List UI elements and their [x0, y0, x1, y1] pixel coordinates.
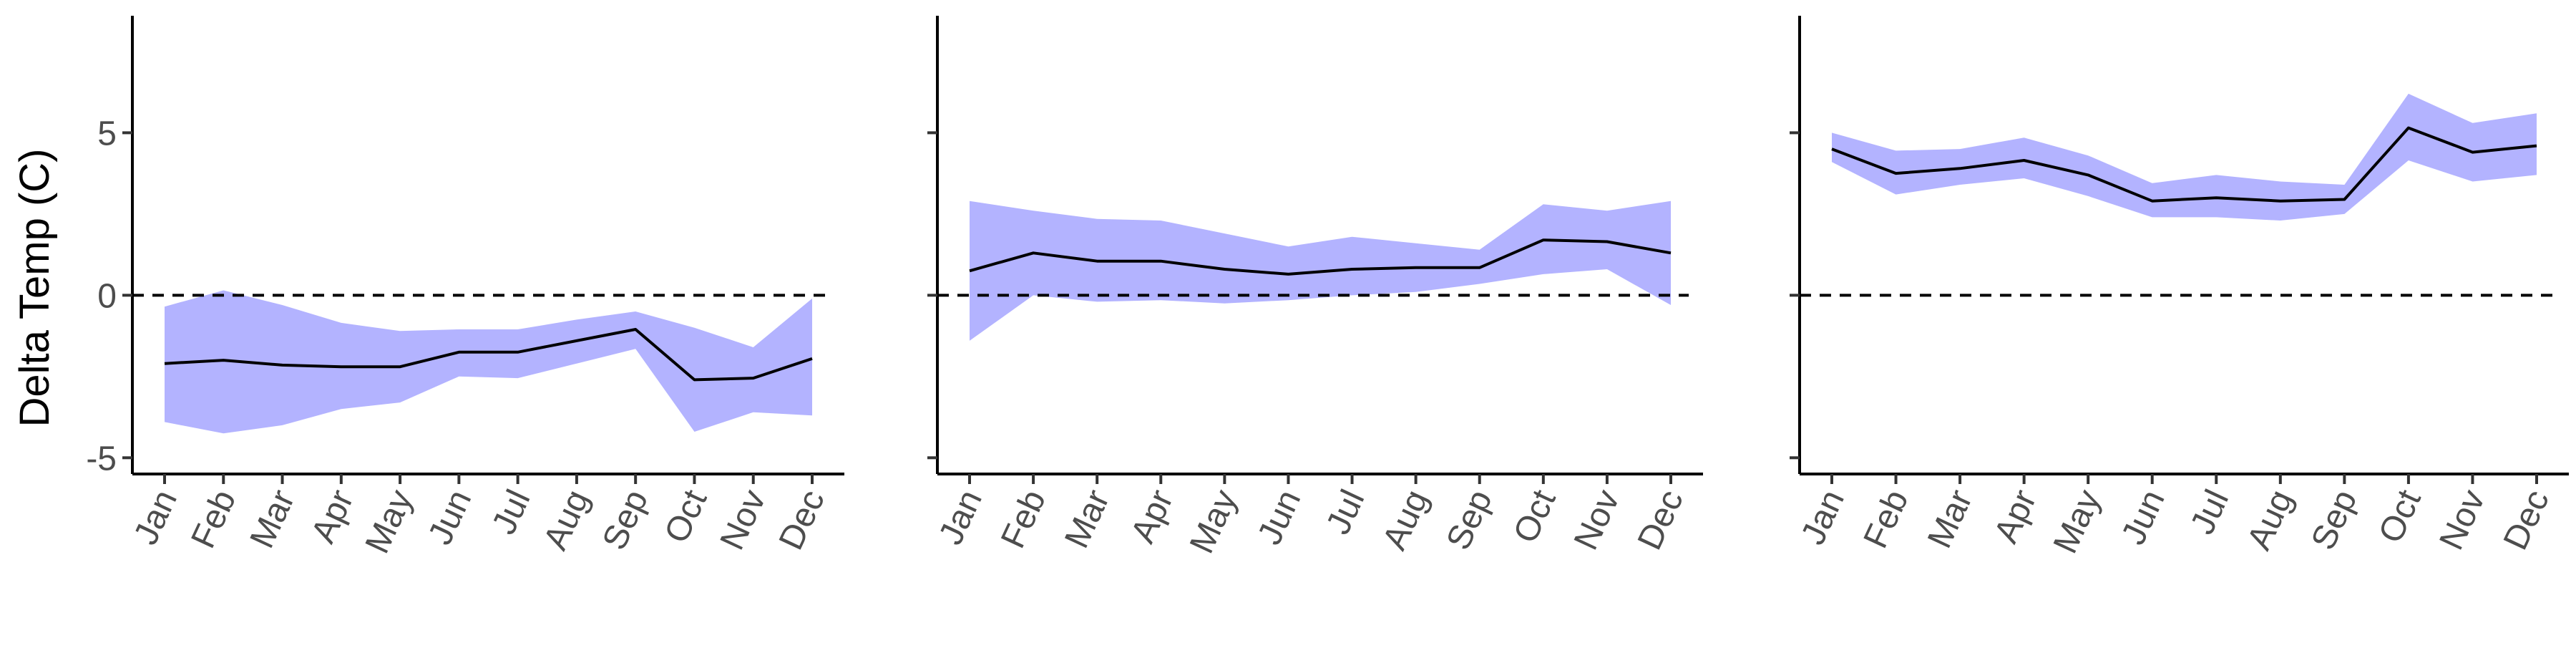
y-axis-label: Delta Temp (C) [11, 149, 58, 427]
panel-1-x-tick-label-oct: Oct [658, 484, 715, 548]
panel-3-x-tick-label-may: May [2046, 484, 2108, 559]
panel-2-x-tick-label-mar: Mar [1058, 484, 1117, 553]
panel-3-x-tick-label-aug: Aug [2240, 484, 2301, 556]
panel-1-x-tick-label-jan: Jan [127, 484, 185, 551]
panel-3-x-tick-label-jun: Jun [2114, 484, 2172, 551]
panel-1-band [165, 291, 812, 434]
panel-1-x-tick-label-feb: Feb [184, 484, 243, 553]
panel-1-x-tick-label-apr: Apr [304, 484, 361, 548]
panel-2-x-tick-label-jul: Jul [1319, 484, 1372, 540]
panel-2-x-tick-label-nov: Nov [1567, 484, 1627, 556]
panel-2-x-tick-label-jun: Jun [1251, 484, 1309, 551]
panel-3-x-tick-label-mar: Mar [1921, 484, 1980, 553]
panel-1-x-tick-label-jun: Jun [421, 484, 479, 551]
panel-2-x-tick-label-oct: Oct [1506, 484, 1563, 548]
panel-2-x-tick-label-feb: Feb [994, 484, 1053, 553]
panel-2-x-tick-label-apr: Apr [1124, 484, 1181, 548]
panel-3-x-tick-label-jan: Jan [1794, 484, 1852, 551]
panel-3-x-tick-label-sep: Sep [2304, 484, 2364, 556]
panel-1-x-tick-label-mar: Mar [243, 484, 303, 553]
panel-3-x-tick-label-feb: Feb [1857, 484, 1916, 553]
panel-3-x-tick-label-jul: Jul [2183, 484, 2236, 540]
panel-2-x-tick-label-may: May [1183, 484, 1244, 559]
panel-1-x-tick-label-aug: Aug [537, 484, 597, 556]
panel-1-x-tick-label-sep: Sep [595, 484, 655, 556]
y-tick-label--5: -5 [86, 440, 117, 478]
panel-1-x-tick-label-may: May [358, 484, 420, 559]
panel-1-x-tick-label-nov: Nov [713, 484, 774, 556]
panel-3-x-tick-label-apr: Apr [1987, 484, 2044, 548]
panel-2-x-tick-label-dec: Dec [1631, 484, 1691, 556]
panel-3-band [1832, 94, 2537, 221]
panel-1-x-tick-label-dec: Dec [772, 484, 832, 556]
panel-2-x-tick-label-jan: Jan [932, 484, 990, 551]
panel-3-x-tick-label-nov: Nov [2432, 484, 2492, 556]
panel-2-x-tick-label-aug: Aug [1375, 484, 1435, 556]
panel-3-x-tick-label-oct: Oct [2371, 484, 2429, 548]
panel-1-x-tick-label-jul: Jul [485, 484, 538, 540]
y-tick-label-0: 0 [97, 277, 117, 315]
y-tick-label-5: 5 [97, 115, 117, 153]
panel-3-x-tick-label-dec: Dec [2497, 484, 2557, 556]
panel-2-x-tick-label-sep: Sep [1440, 484, 1500, 556]
